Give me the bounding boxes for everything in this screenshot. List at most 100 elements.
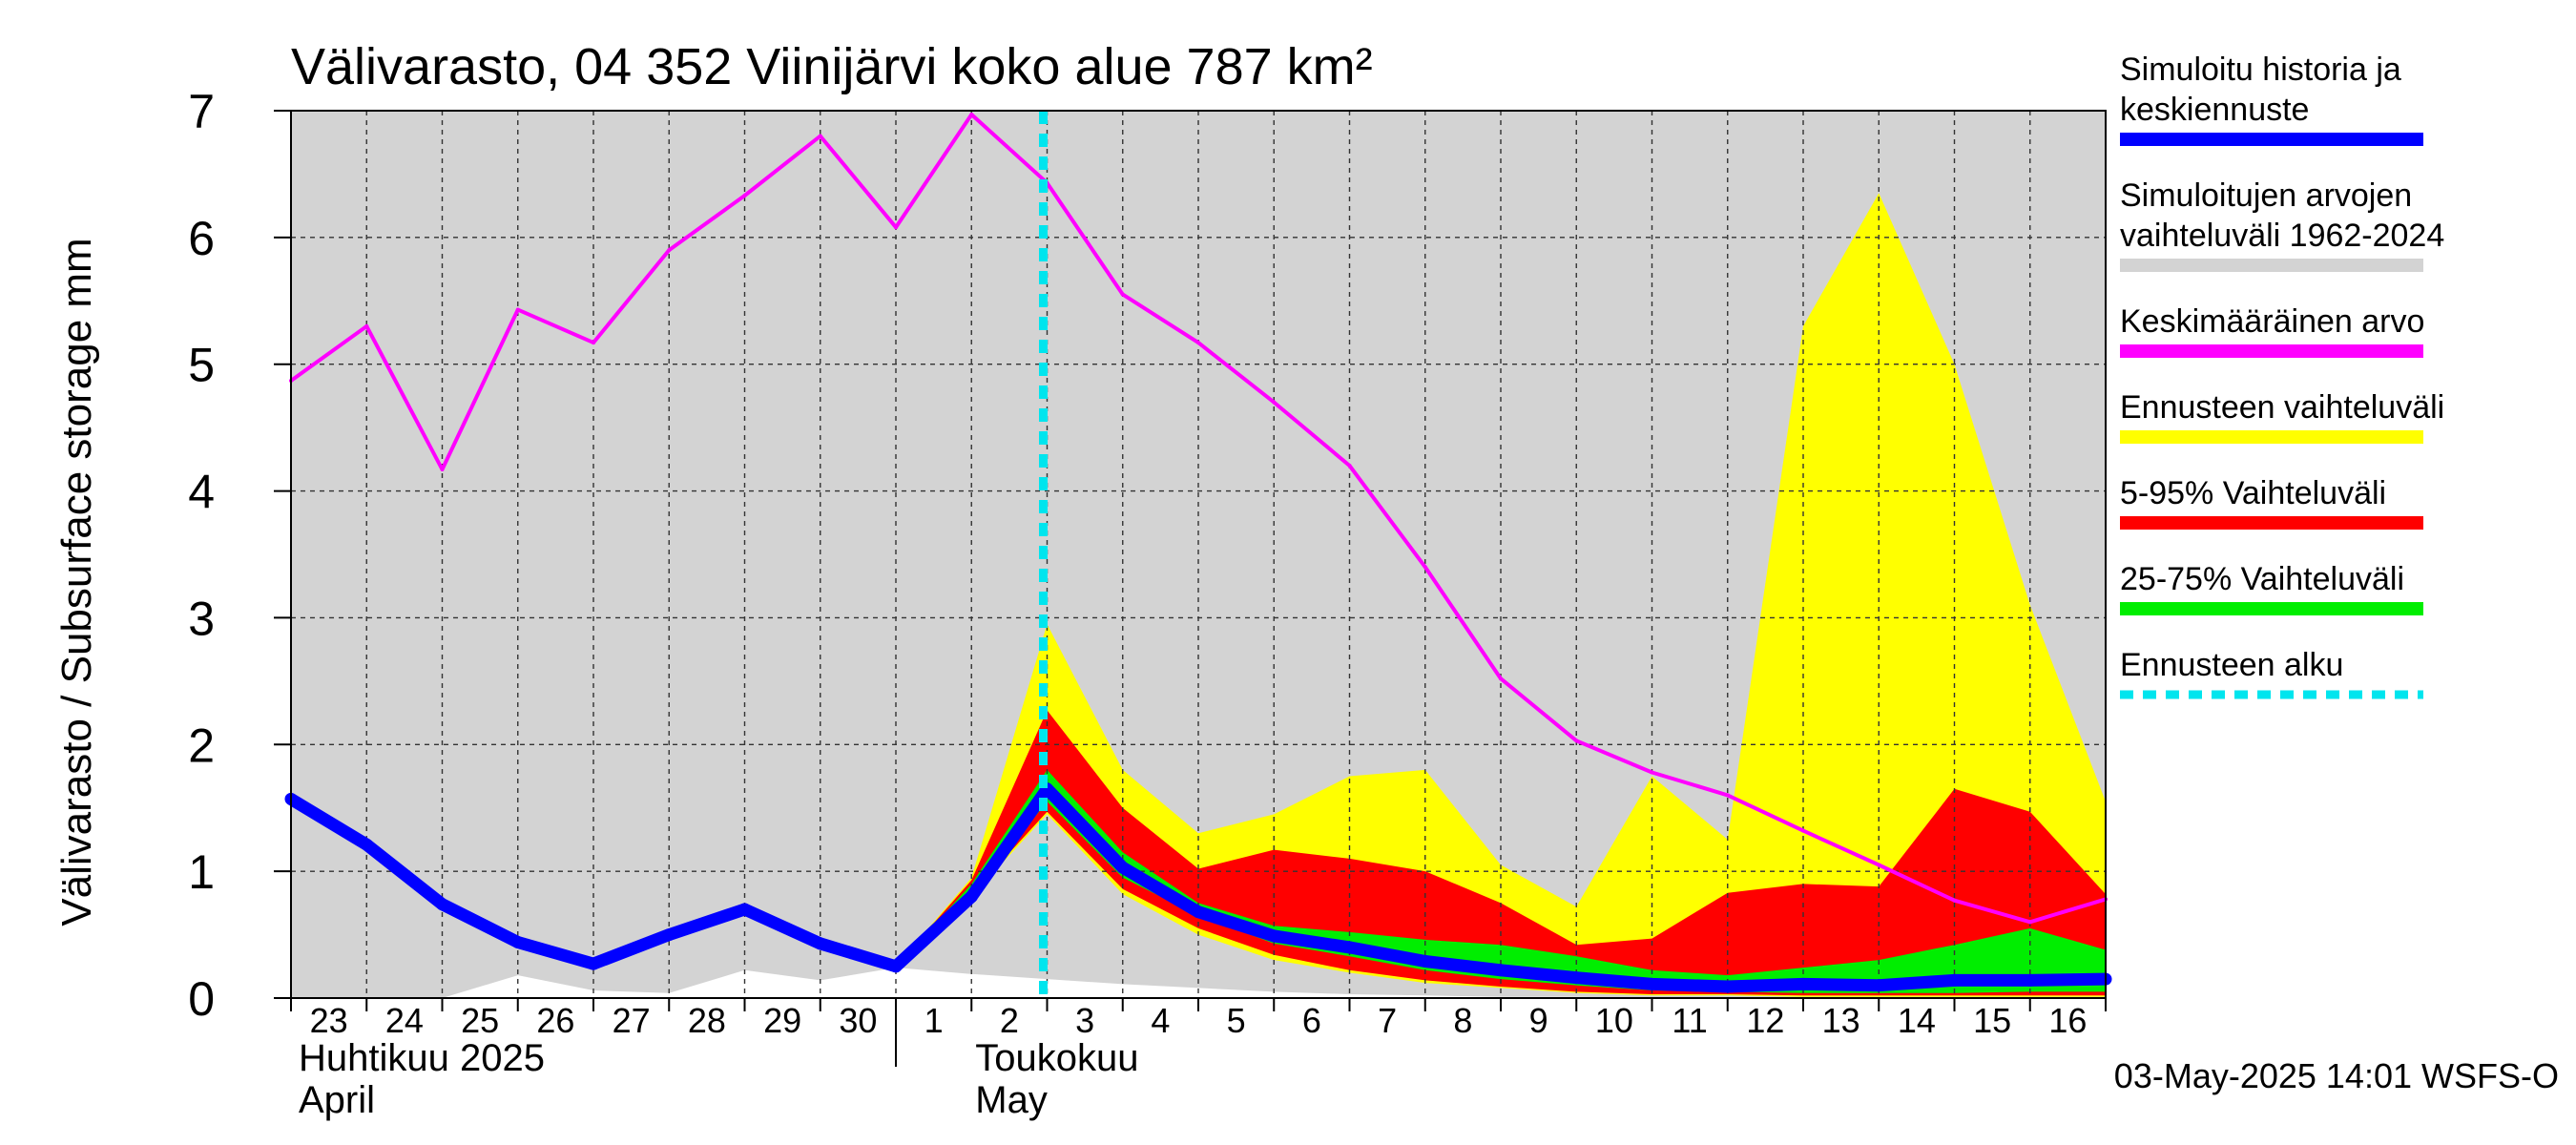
series-4-point	[818, 134, 822, 138]
series-5-point	[511, 936, 525, 948]
y-tick-label: 6	[188, 212, 215, 265]
series-1-band	[896, 193, 2106, 997]
grid-lines	[290, 111, 2107, 998]
month-label: Huhtikuu 2025	[299, 1037, 545, 1079]
legend-label: Ennusteen alku	[2120, 647, 2343, 683]
y-axis: 0 1 2 3 4 5 6 7	[188, 85, 291, 1026]
series-5-point	[1948, 973, 1961, 987]
x-tick-label: 26	[536, 1001, 574, 1040]
series-5-point	[1419, 955, 1432, 968]
series-4-point	[742, 194, 747, 198]
series-5-point	[1646, 977, 1658, 990]
legend-label: Keskimääräinen arvo	[2120, 303, 2424, 340]
x-tick-label: 2	[1000, 1001, 1019, 1040]
series-5-point	[1116, 861, 1130, 874]
series-4-point	[1574, 739, 1579, 743]
series-5-point	[1569, 971, 1583, 985]
series-5-point	[360, 838, 373, 851]
x-tick-label: 7	[1378, 1001, 1397, 1040]
x-tick-label: 11	[1672, 1001, 1707, 1040]
series-5-point	[1721, 980, 1735, 993]
series-4-point	[1499, 677, 1503, 681]
series-5-point	[1343, 941, 1356, 954]
series-4-point	[2027, 920, 2032, 925]
series-4-point	[592, 341, 595, 345]
x-tick-label: 28	[688, 1001, 726, 1040]
series-4-point	[1952, 898, 1957, 903]
x-tick-label: 10	[1595, 1001, 1633, 1040]
series-5-point	[1267, 929, 1280, 943]
y-tick-label: 7	[188, 85, 215, 138]
y-tick-label: 3	[188, 592, 215, 645]
y-tick-label: 0	[188, 972, 215, 1026]
x-tick-label: 14	[1898, 1001, 1936, 1040]
x-tick-label: 12	[1746, 1001, 1784, 1040]
x-tick-label: 9	[1529, 1001, 1548, 1040]
x-tick-label: 4	[1151, 1001, 1170, 1040]
legend-label: 25-75% Vaihteluväli	[2120, 561, 2404, 597]
month-label-english: April	[299, 1079, 375, 1121]
series-lines	[284, 113, 2112, 993]
x-tick-label: 16	[2048, 1001, 2087, 1040]
series-4-point	[1801, 828, 1805, 833]
series-5-point	[965, 890, 978, 904]
series-5-point	[1494, 964, 1507, 977]
series-5-point	[587, 957, 600, 970]
series-4-point	[1877, 863, 1881, 867]
y-tick-label: 2	[188, 718, 215, 772]
series-5-point	[2024, 973, 2037, 987]
x-tick-label: 27	[613, 1001, 651, 1040]
legend-label: keskiennuste	[2120, 92, 2309, 128]
legend-label: 5-95% Vaihteluväli	[2120, 475, 2386, 511]
x-tick-label: 5	[1227, 1001, 1246, 1040]
series-4-point	[667, 248, 672, 253]
y-tick-label: 4	[188, 466, 215, 519]
series-4-point	[1725, 793, 1730, 798]
x-tick-label: 30	[839, 1001, 877, 1040]
x-tick-label: 8	[1453, 1001, 1472, 1040]
x-tick-label: 15	[1973, 1001, 2011, 1040]
series-4-point	[1347, 464, 1352, 468]
timestamp-footer: 03-May-2025 14:01 WSFS-O	[2114, 1056, 2559, 1095]
series-4-point	[1272, 400, 1277, 405]
series-4-point	[1650, 770, 1654, 775]
series-5-point	[436, 898, 448, 911]
series-5-point	[738, 903, 751, 916]
x-tick-label: 24	[385, 1001, 424, 1040]
series-4-point	[364, 323, 369, 328]
series-5-point	[889, 960, 903, 973]
series-4-point	[969, 113, 974, 116]
legend-label: Simuloitujen arvojen	[2120, 177, 2412, 214]
x-tick-label: 1	[924, 1001, 944, 1040]
x-axis: 23 24 25 26 27 28 29 30 1 2 3 4 5 6 7 8 9 10 11 12 13 14 15 16	[290, 997, 2107, 1067]
x-tick-label: 23	[310, 1001, 348, 1040]
legend-label: Simuloitu historia ja	[2120, 52, 2401, 88]
series-4-point	[1196, 341, 1200, 345]
legend-label: Ennusteen vaihteluväli	[2120, 389, 2444, 426]
x-tick-label: 29	[763, 1001, 801, 1040]
series-5-point	[662, 928, 675, 942]
chart-title: Välivarasto, 04 352 Viinijärvi koko alue…	[291, 38, 1373, 95]
month-label-english: May	[975, 1079, 1048, 1121]
series-4-point	[440, 468, 445, 471]
legend: Simuloitu historia ja keskiennuste Simuloi…	[2120, 52, 2444, 699]
month-label: Toukokuu	[975, 1037, 1138, 1079]
series-4-point	[1120, 292, 1125, 297]
series-4-point	[894, 225, 898, 230]
x-tick-label: 13	[1822, 1001, 1860, 1040]
series-4-point	[1423, 565, 1427, 570]
legend-label: vaihteluväli 1962-2024	[2120, 218, 2444, 254]
y-axis-label: Välivarasto / Subsurface storage mm	[53, 238, 100, 926]
series-5-point	[814, 937, 827, 950]
series-5-point	[1797, 977, 1810, 990]
series-5-point	[1872, 979, 1885, 992]
x-tick-label: 25	[461, 1001, 499, 1040]
y-tick-label: 1	[188, 845, 215, 899]
x-tick-label: 6	[1302, 1001, 1321, 1040]
series-5-point	[1192, 906, 1205, 919]
series-4-point	[515, 307, 520, 312]
y-tick-label: 5	[188, 339, 215, 392]
x-tick-label: 3	[1075, 1001, 1094, 1040]
